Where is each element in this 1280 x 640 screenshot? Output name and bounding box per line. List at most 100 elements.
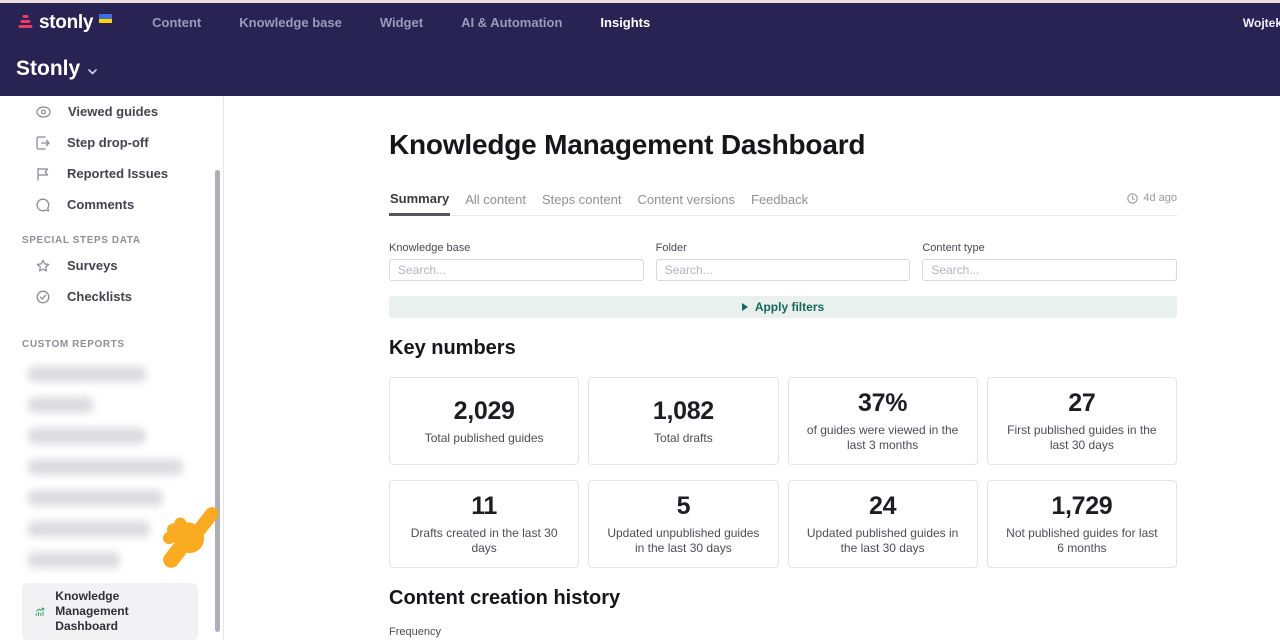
stat-label: Updated unpublished guides in the last 3… xyxy=(607,526,760,555)
ukraine-flag-icon xyxy=(99,13,113,23)
stat-label: of guides were viewed in the last 3 mont… xyxy=(806,423,959,452)
redacted-report-item[interactable] xyxy=(28,552,120,568)
sidebar-scrollbar[interactable] xyxy=(215,170,220,632)
nav-item-content[interactable]: Content xyxy=(152,15,202,30)
nav-item-knowledge-base[interactable]: Knowledge base xyxy=(239,15,342,30)
stat-card-guides-viewed-pct: 37% of guides were viewed in the last 3 … xyxy=(787,377,978,465)
sidebar-item-comments[interactable]: Comments xyxy=(0,189,223,220)
stat-card-not-published-6m: 1,729 Not published guides for last 6 mo… xyxy=(986,480,1177,568)
star-icon xyxy=(36,259,50,272)
logo-text: stonly xyxy=(39,11,94,33)
knowledge-base-search-input[interactable] xyxy=(389,259,644,281)
tab-summary[interactable]: Summary xyxy=(389,187,451,216)
sidebar-item-label: Reported Issues xyxy=(67,166,169,181)
flag-icon xyxy=(37,167,49,181)
top-navbar: stonly Content Knowledge base Widget AI … xyxy=(0,0,1280,42)
check-circle-icon xyxy=(36,290,50,303)
sidebar-item-step-drop-off[interactable]: Step drop-off xyxy=(0,127,223,158)
filter-label: Folder xyxy=(655,242,687,254)
filter-row: Knowledge base Folder Content type xyxy=(389,242,1177,281)
play-icon xyxy=(741,303,748,311)
stat-label: Updated published guides in the last 30 … xyxy=(806,526,959,555)
clock-icon xyxy=(1127,192,1139,204)
redacted-report-item[interactable] xyxy=(28,428,146,444)
sidebar-item-viewed-guides[interactable]: Viewed guides xyxy=(0,96,223,127)
redacted-report-item[interactable] xyxy=(28,521,150,537)
apply-filters-button[interactable]: Apply filters xyxy=(389,296,1177,318)
stat-card-updated-unpublished-30d: 5 Updated unpublished guides in the last… xyxy=(588,480,779,568)
stat-label: Total published guides xyxy=(424,430,544,445)
stat-value: 2,029 xyxy=(453,396,515,425)
stat-label: Drafts created in the last 30 days xyxy=(410,526,558,555)
tab-all-content[interactable]: All content xyxy=(465,192,526,207)
sidebar-item-knowledge-management-dashboard[interactable]: Knowledge Management Dashboard xyxy=(22,583,198,640)
stat-value: 1,729 xyxy=(1051,492,1113,520)
section-custom-reports: CUSTOM REPORTS xyxy=(22,338,125,350)
section-special-steps-data: SPECIAL STEPS DATA xyxy=(22,234,141,246)
tab-steps-content[interactable]: Steps content xyxy=(541,192,622,207)
stat-value: 5 xyxy=(676,492,691,520)
stat-label: Total drafts xyxy=(654,430,713,445)
frequency-control: Frequency Monthly xyxy=(389,626,1177,640)
workspace-header: Stonly xyxy=(0,42,1280,96)
filter-content-type: Content type xyxy=(922,242,1177,281)
key-numbers-heading: Key numbers xyxy=(389,337,516,359)
sidebar-item-label: Comments xyxy=(67,197,135,212)
filter-label: Knowledge base xyxy=(389,242,471,254)
stonly-logo[interactable]: stonly xyxy=(18,8,113,38)
sidebar-item-label: Checklists xyxy=(67,289,133,304)
stat-value: 37% xyxy=(858,389,908,417)
content-creation-history-heading: Content creation history xyxy=(389,587,621,609)
chevron-down-icon xyxy=(88,68,97,75)
page-title: Knowledge Management Dashboard xyxy=(389,129,866,160)
step-exit-icon xyxy=(36,135,50,150)
sidebar-item-label: Step drop-off xyxy=(67,135,149,150)
stat-value: 11 xyxy=(471,492,498,520)
workspace-name: Stonly xyxy=(16,57,81,80)
redacted-report-item[interactable] xyxy=(28,397,93,413)
stat-value: 24 xyxy=(869,492,897,520)
stonly-logo-icon xyxy=(18,14,33,28)
stat-label: First published guides in the last 30 da… xyxy=(1007,423,1157,452)
nav-item-widget[interactable]: Widget xyxy=(379,15,424,30)
content-type-search-input[interactable] xyxy=(922,259,1177,281)
redacted-report-item[interactable] xyxy=(28,459,183,475)
tab-bar: Summary All content Steps content Conten… xyxy=(389,187,1177,216)
sidebar-item-reported-issues[interactable]: Reported Issues xyxy=(0,158,223,189)
sidebar-item-label: Viewed guides xyxy=(68,104,159,119)
filter-folder: Folder xyxy=(655,242,911,281)
redacted-report-list xyxy=(0,366,223,568)
comment-icon xyxy=(36,198,50,211)
stat-card-first-published-30d: 27 First published guides in the last 30… xyxy=(986,377,1177,465)
main-content: Knowledge Management Dashboard Summary A… xyxy=(224,96,1280,640)
chart-trend-icon xyxy=(35,607,45,616)
stat-card-total-published-guides: 2,029 Total published guides xyxy=(389,377,580,465)
stat-value: 27 xyxy=(1068,389,1096,417)
tab-feedback[interactable]: Feedback xyxy=(751,192,809,207)
folder-search-input[interactable] xyxy=(655,259,911,281)
sidebar-item-surveys[interactable]: Surveys xyxy=(0,250,223,281)
sidebar: Viewed guides Step drop-off Reported Iss… xyxy=(0,96,224,640)
sidebar-item-checklists[interactable]: Checklists xyxy=(0,281,223,312)
stat-value: 1,082 xyxy=(652,396,714,425)
stat-label: Not published guides for last 6 months xyxy=(1006,526,1158,555)
nav-item-ai-automation[interactable]: AI & Automation xyxy=(461,15,563,30)
filter-label: Content type xyxy=(922,242,985,254)
redacted-report-item[interactable] xyxy=(28,490,163,506)
sidebar-item-label: Surveys xyxy=(67,258,118,273)
last-updated-text: 4d ago xyxy=(1143,192,1177,204)
eye-icon xyxy=(36,105,51,118)
tab-content-versions[interactable]: Content versions xyxy=(637,192,736,207)
user-name[interactable]: Wojtek K xyxy=(1242,16,1280,30)
apply-filters-label: Apply filters xyxy=(754,300,825,314)
stat-card-total-drafts: 1,082 Total drafts xyxy=(588,377,779,465)
last-updated: 4d ago xyxy=(1127,192,1177,210)
key-numbers-grid: 2,029 Total published guides 1,082 Total… xyxy=(389,377,1177,568)
workspace-switcher[interactable]: Stonly xyxy=(16,57,97,81)
top-menu: Content Knowledge base Widget AI & Autom… xyxy=(152,15,650,30)
redacted-report-item[interactable] xyxy=(28,366,146,382)
stat-card-drafts-created-30d: 11 Drafts created in the last 30 days xyxy=(389,480,580,568)
stat-card-updated-published-30d: 24 Updated published guides in the last … xyxy=(787,480,978,568)
nav-item-insights[interactable]: Insights xyxy=(600,15,651,30)
sidebar-item-label: Knowledge Management Dashboard xyxy=(55,589,129,633)
